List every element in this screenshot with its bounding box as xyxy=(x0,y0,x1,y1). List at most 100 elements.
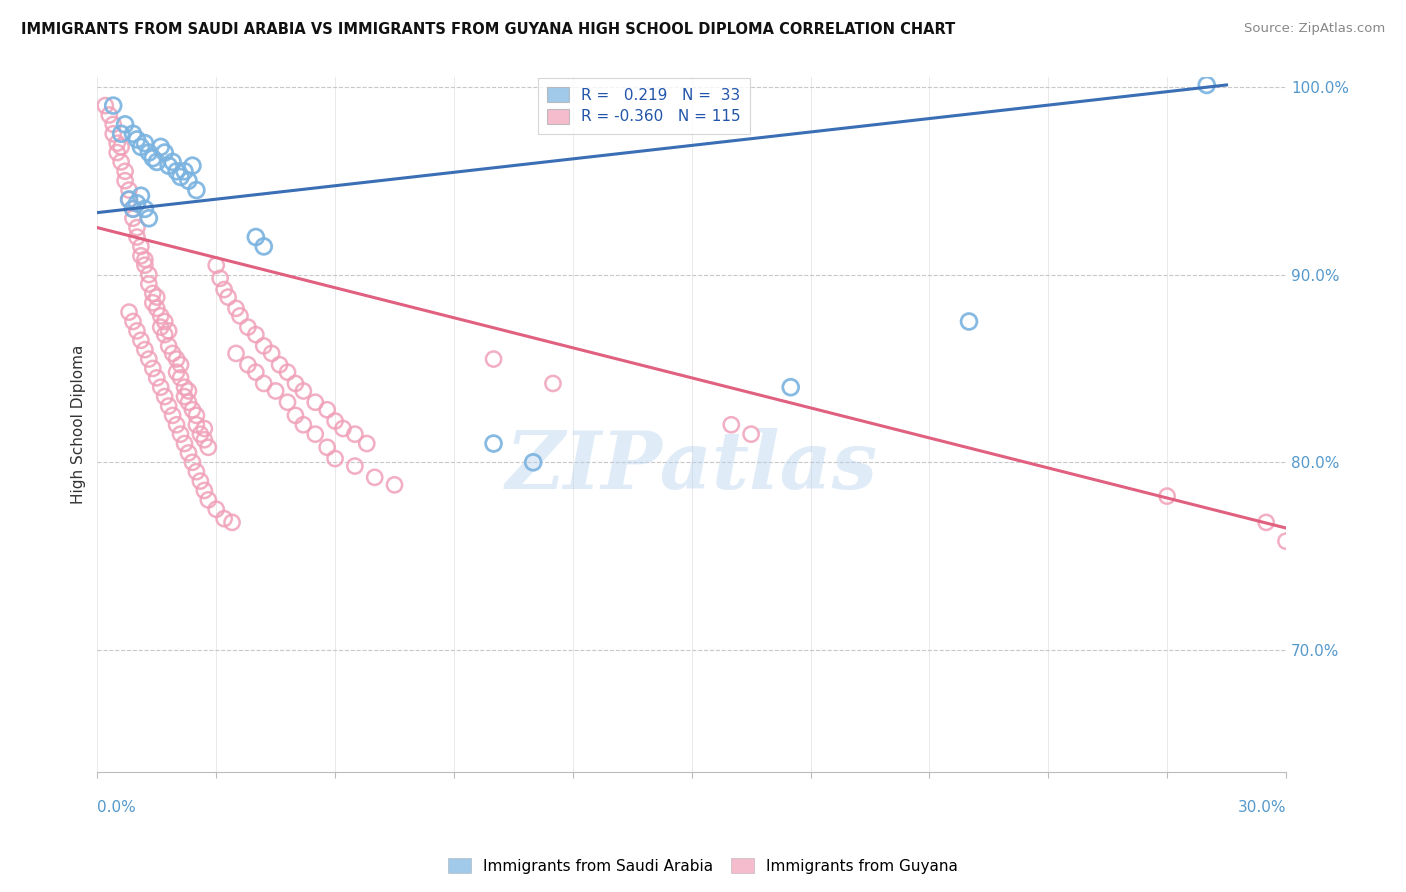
Point xyxy=(304,395,326,409)
Point xyxy=(122,314,145,328)
Point xyxy=(134,202,156,216)
Point xyxy=(212,511,235,525)
Point xyxy=(105,136,128,150)
Point xyxy=(245,365,267,379)
Point xyxy=(384,478,406,492)
Point xyxy=(316,440,339,454)
Point xyxy=(177,174,200,188)
Point xyxy=(103,98,125,112)
Point xyxy=(149,140,172,154)
Point xyxy=(129,249,152,263)
Point xyxy=(118,193,141,207)
Point xyxy=(153,327,176,342)
Point xyxy=(142,151,165,165)
Point xyxy=(343,458,366,473)
Point xyxy=(720,417,742,432)
Point xyxy=(162,409,184,423)
Point xyxy=(153,390,176,404)
Point xyxy=(114,164,136,178)
Point xyxy=(169,358,191,372)
Legend: Immigrants from Saudi Arabia, Immigrants from Guyana: Immigrants from Saudi Arabia, Immigrants… xyxy=(441,852,965,880)
Point xyxy=(190,474,212,488)
Point xyxy=(264,384,287,398)
Point xyxy=(1256,516,1278,530)
Point xyxy=(177,384,200,398)
Point xyxy=(134,252,156,267)
Point xyxy=(162,346,184,360)
Point xyxy=(332,421,354,435)
Point xyxy=(284,409,307,423)
Point xyxy=(212,283,235,297)
Point xyxy=(125,220,148,235)
Point xyxy=(779,380,801,394)
Y-axis label: High School Diploma: High School Diploma xyxy=(72,345,86,505)
Point xyxy=(125,230,148,244)
Point xyxy=(193,433,215,447)
Point xyxy=(125,324,148,338)
Point xyxy=(129,188,152,202)
Point xyxy=(110,140,132,154)
Point xyxy=(209,271,232,285)
Point xyxy=(343,427,366,442)
Point xyxy=(122,202,145,216)
Point xyxy=(105,145,128,160)
Point xyxy=(277,395,299,409)
Point xyxy=(205,502,228,516)
Point xyxy=(110,155,132,169)
Point xyxy=(217,290,239,304)
Point xyxy=(162,155,184,169)
Point xyxy=(292,417,315,432)
Point xyxy=(225,346,247,360)
Point xyxy=(363,470,385,484)
Point xyxy=(245,230,267,244)
Point xyxy=(229,309,252,323)
Point xyxy=(356,436,378,450)
Point xyxy=(225,301,247,316)
Point xyxy=(125,132,148,146)
Point xyxy=(166,164,188,178)
Point xyxy=(134,343,156,357)
Point xyxy=(186,465,208,479)
Point xyxy=(1156,489,1178,503)
Point xyxy=(118,193,141,207)
Point xyxy=(138,145,160,160)
Point xyxy=(253,339,276,353)
Text: Source: ZipAtlas.com: Source: ZipAtlas.com xyxy=(1244,22,1385,36)
Point xyxy=(153,145,176,160)
Point xyxy=(129,140,152,154)
Point xyxy=(146,155,169,169)
Point xyxy=(177,395,200,409)
Point xyxy=(181,402,204,417)
Point xyxy=(134,258,156,272)
Point xyxy=(186,409,208,423)
Text: 30.0%: 30.0% xyxy=(1237,800,1286,815)
Text: IMMIGRANTS FROM SAUDI ARABIA VS IMMIGRANTS FROM GUYANA HIGH SCHOOL DIPLOMA CORRE: IMMIGRANTS FROM SAUDI ARABIA VS IMMIGRAN… xyxy=(21,22,955,37)
Point xyxy=(157,159,180,173)
Point xyxy=(138,211,160,226)
Point xyxy=(1275,534,1298,549)
Point xyxy=(323,414,346,428)
Point xyxy=(122,211,145,226)
Point xyxy=(482,352,505,367)
Point xyxy=(157,399,180,413)
Point xyxy=(114,174,136,188)
Point xyxy=(166,352,188,367)
Point xyxy=(142,295,165,310)
Point xyxy=(245,327,267,342)
Point xyxy=(166,417,188,432)
Point xyxy=(269,358,291,372)
Point xyxy=(169,371,191,385)
Point xyxy=(323,451,346,466)
Point xyxy=(125,196,148,211)
Point xyxy=(253,239,276,253)
Point xyxy=(149,320,172,334)
Point xyxy=(1195,78,1218,92)
Point xyxy=(253,376,276,391)
Point xyxy=(284,376,307,391)
Point xyxy=(94,98,117,112)
Point xyxy=(138,277,160,291)
Text: ZIPatlas: ZIPatlas xyxy=(506,427,877,505)
Point xyxy=(166,365,188,379)
Point xyxy=(157,339,180,353)
Point xyxy=(236,320,259,334)
